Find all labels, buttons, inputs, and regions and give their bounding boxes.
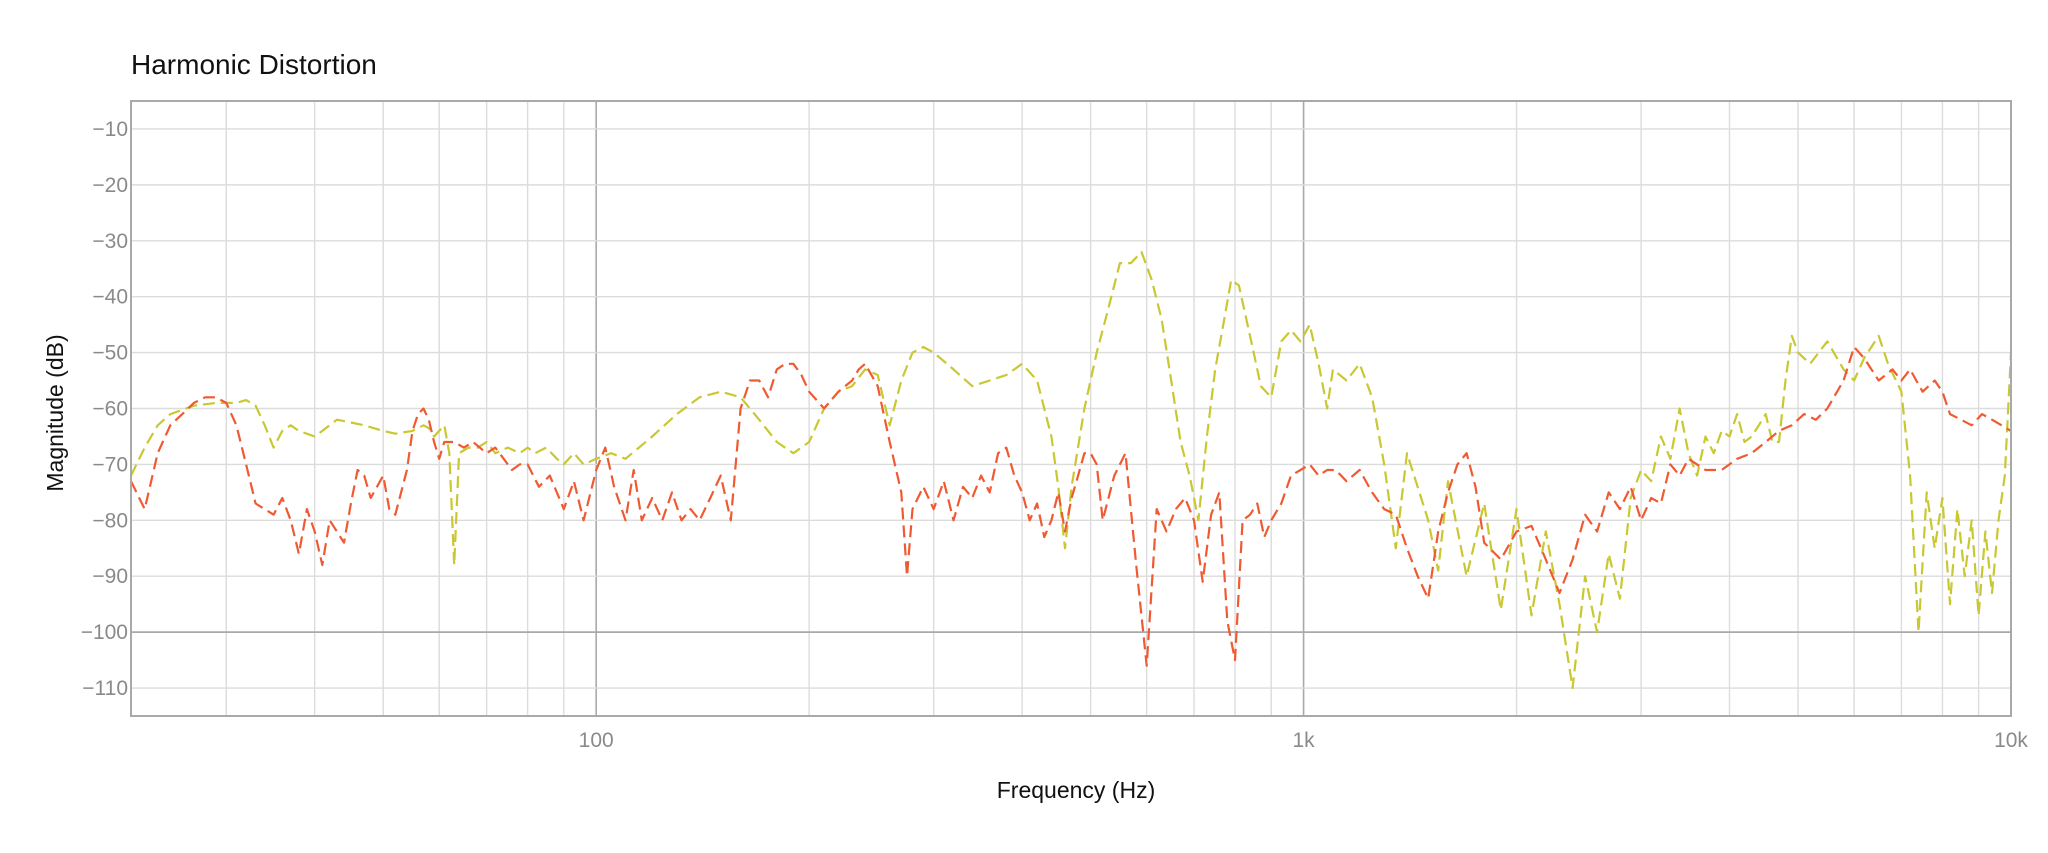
y-tick-labels: −10 −20 −30 −40 −50 −60 −70 −80 −90 −100 −110	[81, 118, 128, 700]
y-tick-label: −100	[81, 621, 128, 644]
y-axis-label: Magnitude (dB)	[42, 334, 68, 491]
y-tick-label: −70	[92, 453, 128, 476]
plot-frame	[130, 100, 2012, 717]
series-layer	[130, 250, 2013, 690]
y-tick-label: −60	[92, 398, 128, 421]
series-line-1	[130, 250, 2013, 690]
grid	[131, 101, 2011, 716]
y-tick-label: −110	[82, 677, 128, 700]
chart-title: Harmonic Distortion	[131, 49, 377, 80]
x-tick-label: 1k	[1292, 729, 1315, 752]
x-tick-label: 10k	[1994, 729, 2028, 752]
y-tick-label: −90	[92, 565, 128, 588]
y-tick-label: −20	[92, 174, 128, 197]
x-axis-label: Frequency (Hz)	[997, 777, 1155, 803]
y-tick-label: −10	[92, 118, 128, 141]
x-tick-label: 100	[579, 729, 614, 752]
x-tick-labels: 100 1k 10k	[579, 729, 2029, 752]
y-tick-label: −50	[92, 342, 128, 365]
y-tick-label: −40	[92, 286, 128, 309]
y-tick-label: −80	[92, 509, 128, 532]
y-tick-label: −30	[92, 230, 128, 253]
